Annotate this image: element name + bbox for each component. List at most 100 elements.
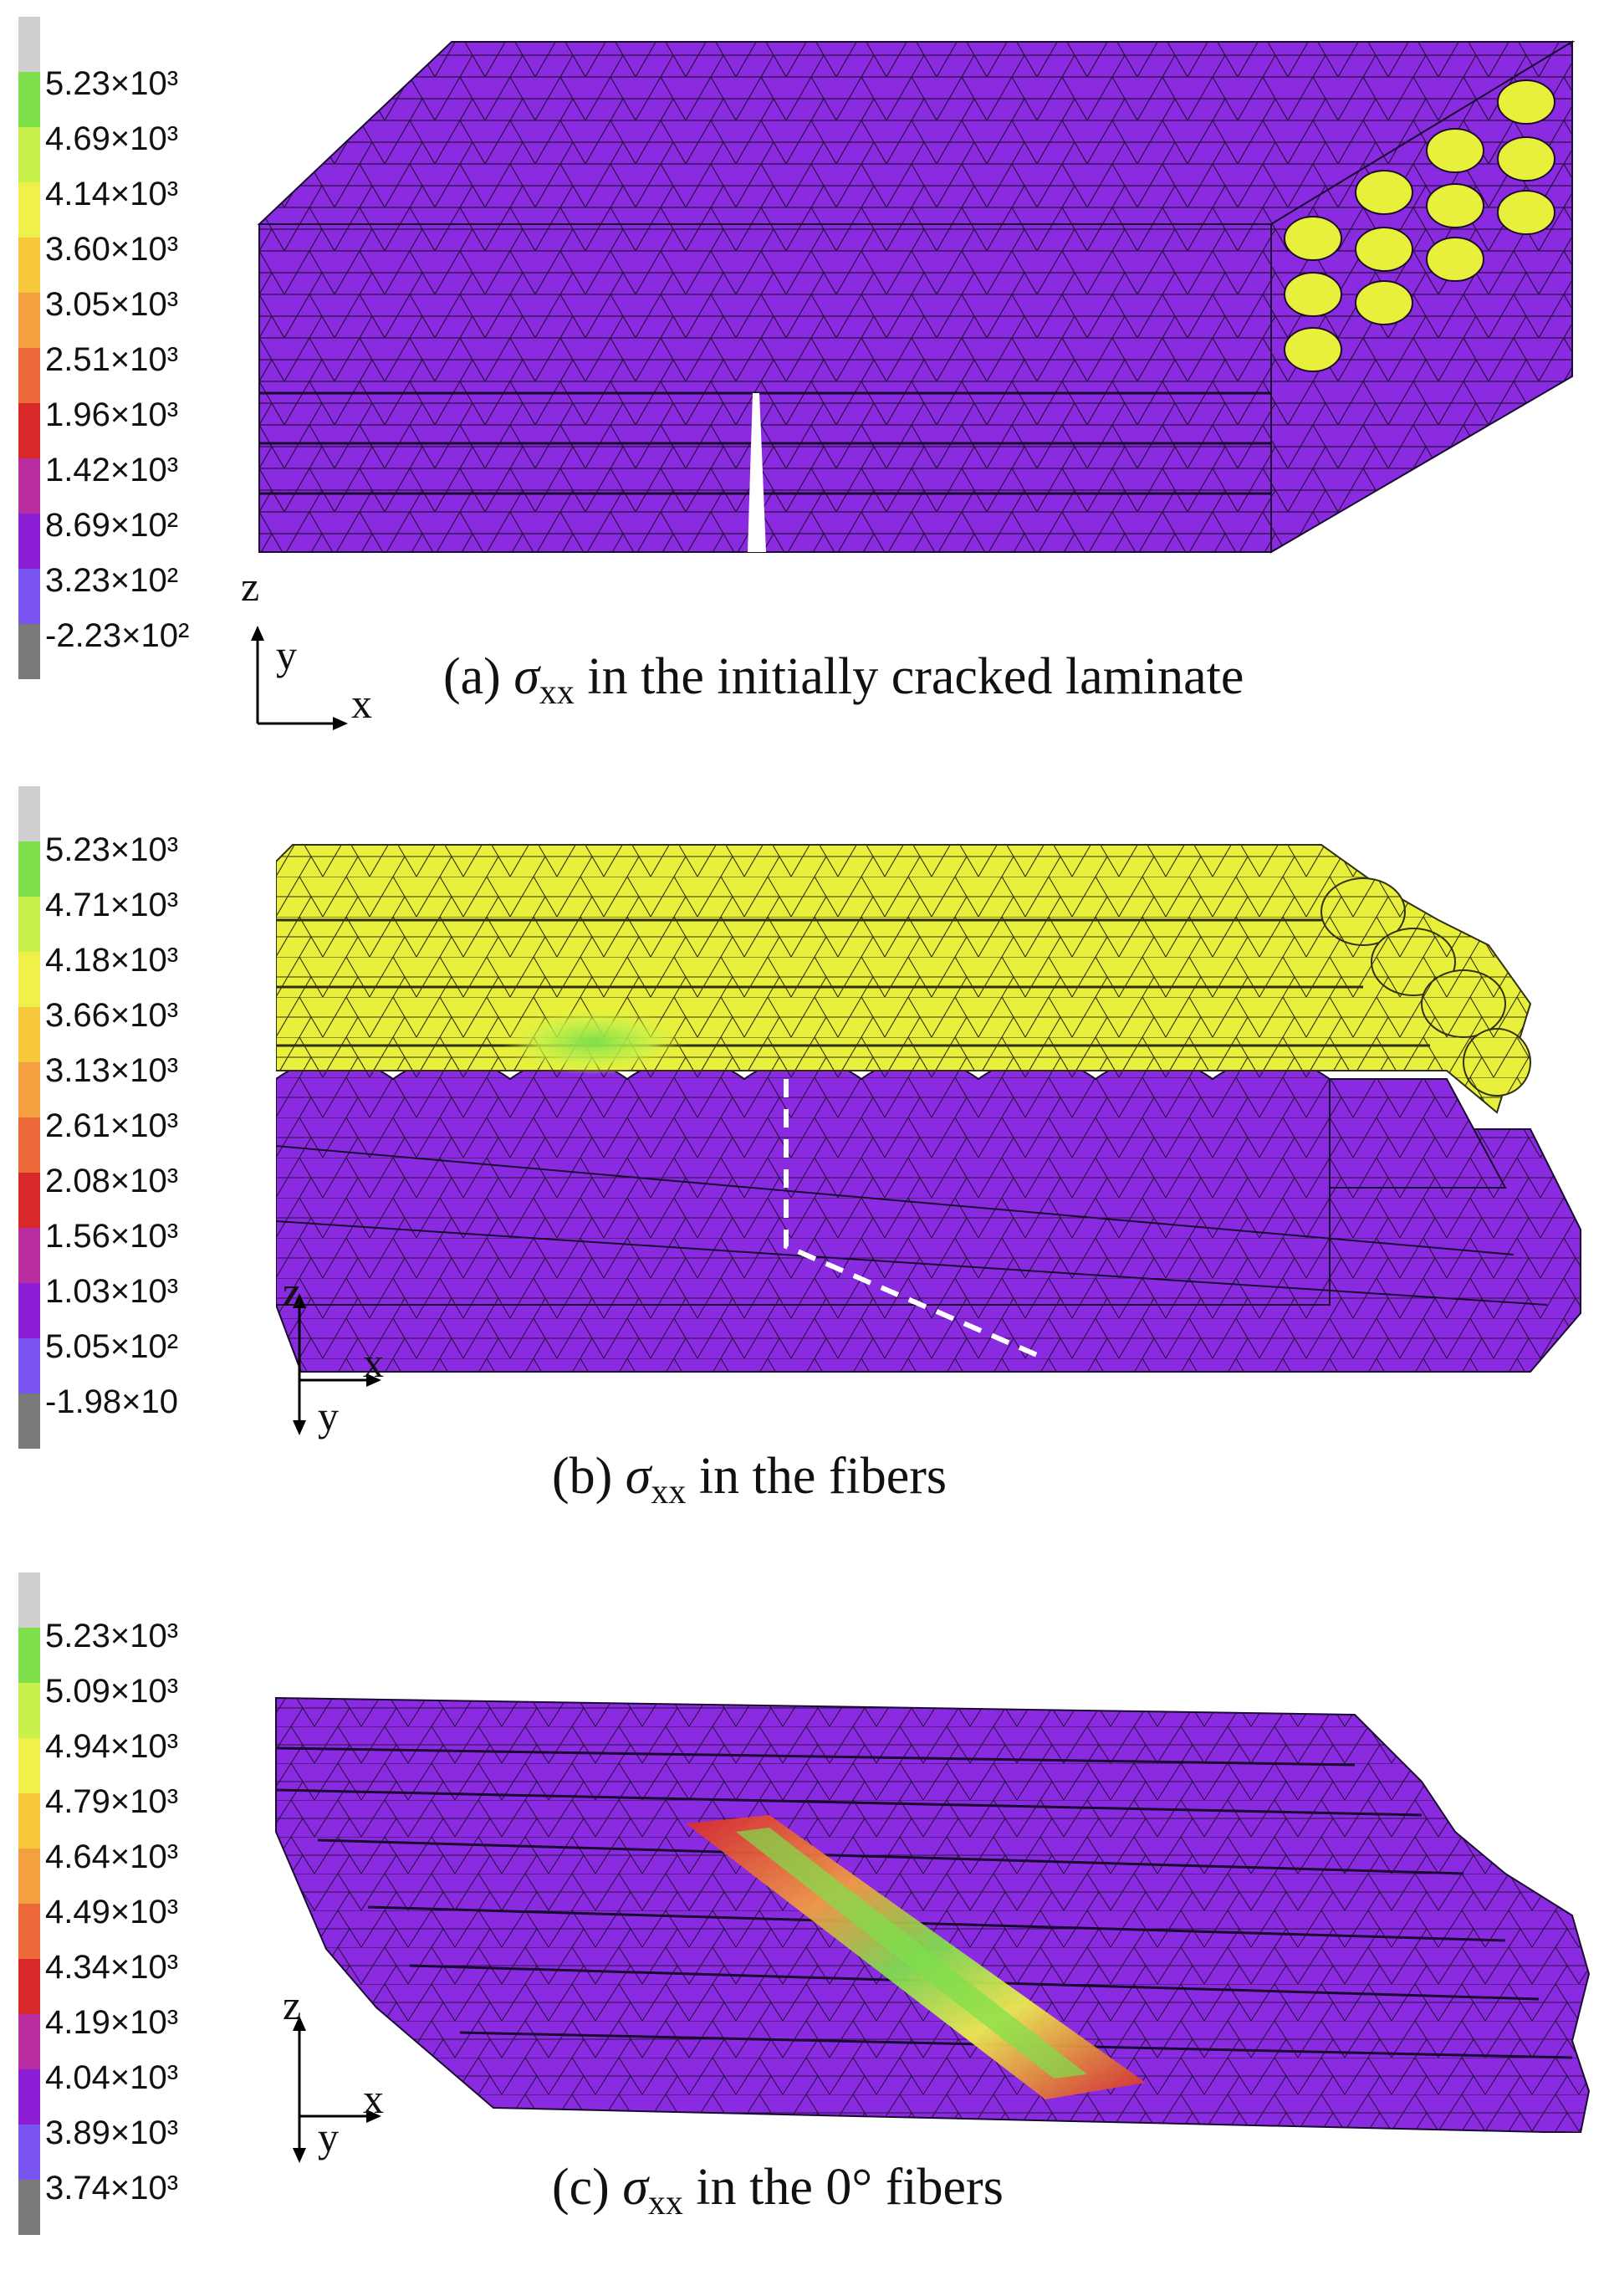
axis-label-y: y: [318, 2114, 339, 2160]
colorbar-label: -1.98×10: [45, 1383, 179, 1420]
colorbar-label: -2.23×10²: [45, 617, 190, 654]
colorbar-swatch: [18, 841, 40, 897]
axis-label-y: y: [318, 1393, 339, 1439]
colorbar-label: 4.64×10³: [45, 1838, 179, 1875]
colorbar-label: 1.03×10³: [45, 1273, 179, 1310]
colorbar-label: 1.96×10³: [45, 396, 179, 433]
colorbar-swatch: [18, 1683, 40, 1738]
colorbar-swatch: [18, 293, 40, 348]
colorbar-label: 3.13×10³: [45, 1052, 179, 1089]
colorbar-a: [18, 17, 40, 679]
colorbar-swatch: [18, 1007, 40, 1062]
axis-label-x: x: [351, 680, 372, 727]
colorbar-label: 4.34×10³: [45, 1949, 179, 1986]
caption-b: (b) σxx in the fibers: [552, 1448, 948, 1511]
axes-triad-b: [293, 1293, 381, 1435]
colorbar-label: 1.42×10³: [45, 452, 179, 488]
colorbar-swatch: [18, 1849, 40, 1904]
colorbar-label: 4.18×10³: [45, 942, 179, 979]
colorbar-swatch: [18, 1338, 40, 1393]
axis-label-x: x: [363, 1339, 384, 1386]
colorbar-label: 4.49×10³: [45, 1894, 179, 1930]
colorbar-swatch: [18, 1738, 40, 1793]
axes-triad-c: [293, 2016, 381, 2163]
colorbar-swatch: [18, 1062, 40, 1117]
colorbar-label: 5.23×10³: [45, 1618, 179, 1654]
stress-band-core: [736, 1828, 1087, 2079]
colorbar-swatch: [18, 1959, 40, 2014]
colorbar-label: 1.56×10³: [45, 1218, 179, 1255]
colorbar-swatch: [18, 2125, 40, 2180]
colorbar-label: 2.61×10³: [45, 1107, 179, 1144]
axis-label-z: z: [283, 1268, 302, 1315]
colorbar-c: [18, 1572, 40, 2235]
colorbar-swatch: [18, 1904, 40, 1959]
axes-triad-a: [251, 626, 348, 730]
colorbar-swatch: [18, 127, 40, 182]
colorbar-label: 5.23×10³: [45, 831, 179, 868]
colorbar-label: 3.23×10²: [45, 562, 179, 599]
colorbar-label: 3.74×10³: [45, 2170, 179, 2207]
colorbar-swatch: [18, 17, 40, 72]
axis-label-y: y: [276, 632, 297, 678]
colorbar-swatch: [18, 1173, 40, 1228]
laminate-mesh-a: [257, 40, 1576, 554]
caption-a: (a) σxx in the initially cracked laminat…: [443, 648, 1244, 712]
colorbar-label: 5.09×10³: [45, 1673, 179, 1710]
colorbar-label: 3.60×10³: [45, 231, 179, 268]
colorbar-swatch: [18, 182, 40, 238]
panel-b: 5.23×10³ 4.71×10³ 4.18×10³ 3.66×10³ 3.13…: [0, 786, 1609, 1539]
caption-c: (c) σxx in the 0° fibers: [552, 2159, 1004, 2222]
colorbar-swatch: [18, 2069, 40, 2125]
colorbar-label: 3.89×10³: [45, 2114, 179, 2151]
front-face: [258, 223, 1272, 553]
colorbar-label: 3.05×10³: [45, 286, 179, 323]
axis-label-z: z: [241, 563, 260, 610]
colorbar-swatch: [18, 72, 40, 127]
crack: [748, 393, 766, 552]
fiber-mesh-c: [275, 1696, 1591, 2133]
colorbar-swatch: [18, 238, 40, 293]
colorbar-label: 5.23×10³: [45, 65, 179, 102]
colorbar-label: 4.94×10³: [45, 1728, 179, 1765]
colorbar-swatch: [18, 1572, 40, 1628]
colorbar-swatch: [18, 1228, 40, 1283]
fiber-ply: [275, 1696, 1591, 2133]
colorbar-swatch: [18, 624, 40, 679]
crack-outline: [784, 1079, 1039, 1358]
colorbar-swatch: [18, 403, 40, 458]
colorbar-label: 4.19×10³: [45, 2004, 179, 2041]
colorbar-swatch: [18, 2014, 40, 2069]
colorbar-label: 2.51×10³: [45, 341, 179, 378]
colorbar-swatch: [18, 514, 40, 569]
colorbar-swatch: [18, 2180, 40, 2235]
panel-a: 5.23×10³ 4.69×10³ 4.14×10³ 3.60×10³ 3.05…: [0, 0, 1609, 753]
colorbar-label: 4.14×10³: [45, 176, 179, 212]
colorbar-swatch: [18, 1793, 40, 1849]
colorbar-label: 3.66×10³: [45, 997, 179, 1034]
colorbar-label: 4.69×10³: [45, 120, 179, 157]
colorbar-label: 8.69×10²: [45, 507, 179, 544]
colorbar-swatch: [18, 952, 40, 1007]
fiber-mesh-b: [276, 844, 1581, 1373]
colorbar-swatch: [18, 348, 40, 403]
colorbar-swatch: [18, 458, 40, 514]
colorbar-swatch: [18, 569, 40, 624]
axis-label-x: x: [363, 2075, 384, 2122]
colorbar-label: 2.08×10³: [45, 1163, 179, 1199]
colorbar-swatch: [18, 897, 40, 952]
colorbar-swatch: [18, 1393, 40, 1449]
colorbar-b: [18, 786, 40, 1449]
colorbar-label: 5.05×10²: [45, 1328, 179, 1365]
axis-label-z: z: [283, 1982, 302, 2028]
colorbar-swatch: [18, 786, 40, 841]
colorbar-label: 4.71×10³: [45, 887, 179, 923]
colorbar-swatch: [18, 1283, 40, 1338]
colorbar-swatch: [18, 1628, 40, 1683]
fiber-sections: [1284, 79, 1555, 372]
colorbar-label: 4.79×10³: [45, 1783, 179, 1820]
panel-c: 5.23×10³ 5.09×10³ 4.94×10³ 4.79×10³ 4.64…: [0, 1572, 1609, 2296]
colorbar-swatch: [18, 1117, 40, 1173]
colorbar-label: 4.04×10³: [45, 2059, 179, 2096]
stress-hotspot: [502, 1008, 686, 1075]
